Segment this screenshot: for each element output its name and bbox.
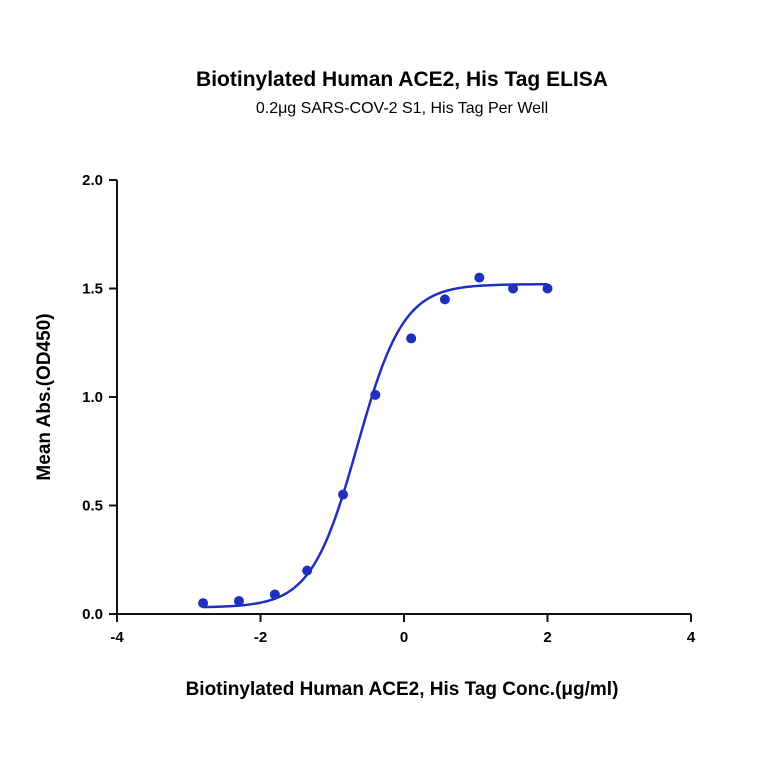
x-axis-title: Biotinylated Human ACE2, His Tag Conc.(μ… [186,679,619,700]
y-tick-label: 0.0 [82,606,103,623]
y-tick-label: 2.0 [82,172,103,189]
data-point [269,589,280,600]
ticks: -4 -2 0 2 4 0.0 0.5 1.0 1.5 2.0 [82,172,696,646]
x-tick-label: 4 [687,629,696,646]
data-point [474,272,485,283]
x-tick-label: 2 [543,629,551,646]
chart-title: Biotinylated Human ACE2, His Tag ELISA [196,68,608,91]
y-tick-label: 1.5 [82,281,103,298]
data-point [439,294,450,305]
data-point [233,595,244,606]
data-point [370,389,381,400]
data-point [198,598,209,609]
chart-subtitle: 0.2μg SARS-COV-2 S1, His Tag Per Well [256,100,548,117]
data-point [406,333,417,344]
x-tick-label: -4 [110,629,124,646]
fit-curve [203,283,548,609]
data-point [338,489,349,500]
data-point [542,283,553,294]
x-tick-label: 0 [400,629,408,646]
data-point [508,283,519,294]
data-point [302,565,313,576]
y-axis-title: Mean Abs.(OD450) [34,313,55,480]
x-tick-label: -2 [254,629,267,646]
axes [116,180,691,615]
y-tick-label: 0.5 [82,498,103,515]
data-points [198,272,553,609]
y-tick-label: 1.0 [82,389,103,406]
